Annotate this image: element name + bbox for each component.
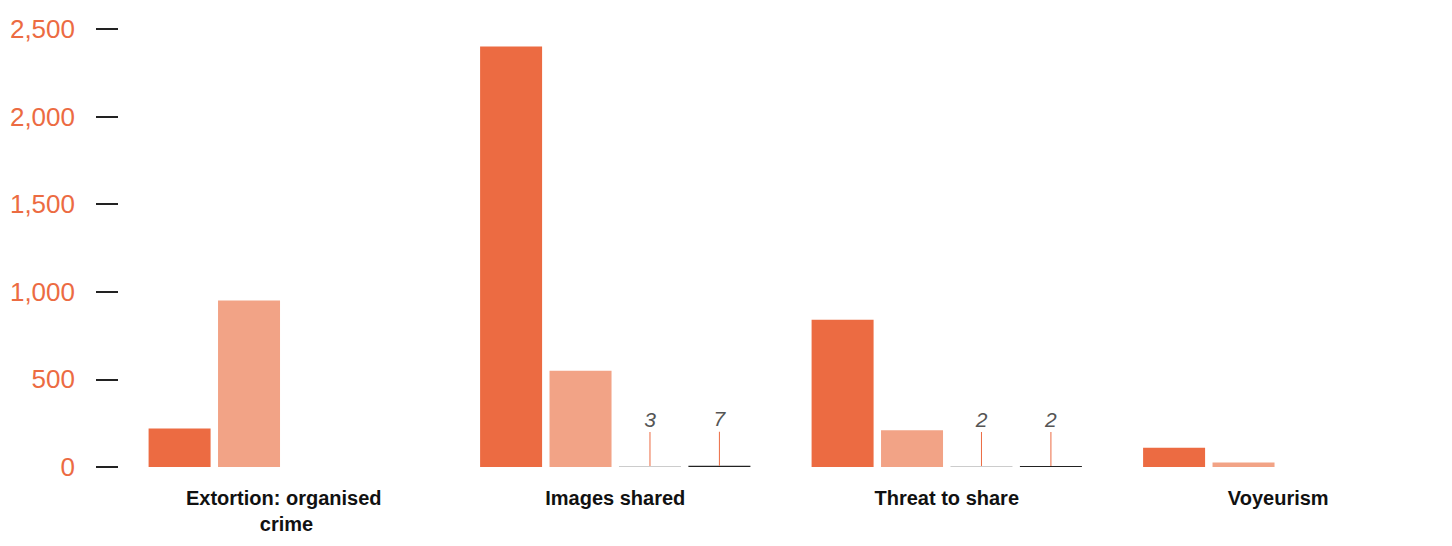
svg-text:1,500: 1,500 [10,189,75,219]
svg-text:crime: crime [254,513,313,535]
svg-text:1,000: 1,000 [10,277,75,307]
svg-text:Images shared: Images shared [545,487,685,509]
svg-text:3: 3 [644,408,656,431]
svg-text:2,500: 2,500 [10,14,75,44]
svg-text:0: 0 [61,452,75,482]
svg-text:2,000: 2,000 [10,102,75,132]
svg-text:Voyeurism: Voyeurism [1228,487,1329,509]
svg-text:Threat to share: Threat to share [875,487,1019,509]
svg-text:Extortion: organised: Extortion: organised [186,487,382,509]
svg-text:2: 2 [1044,408,1057,431]
svg-text:7: 7 [714,407,727,430]
svg-text:2: 2 [975,408,988,431]
svg-text:500: 500 [32,364,75,394]
